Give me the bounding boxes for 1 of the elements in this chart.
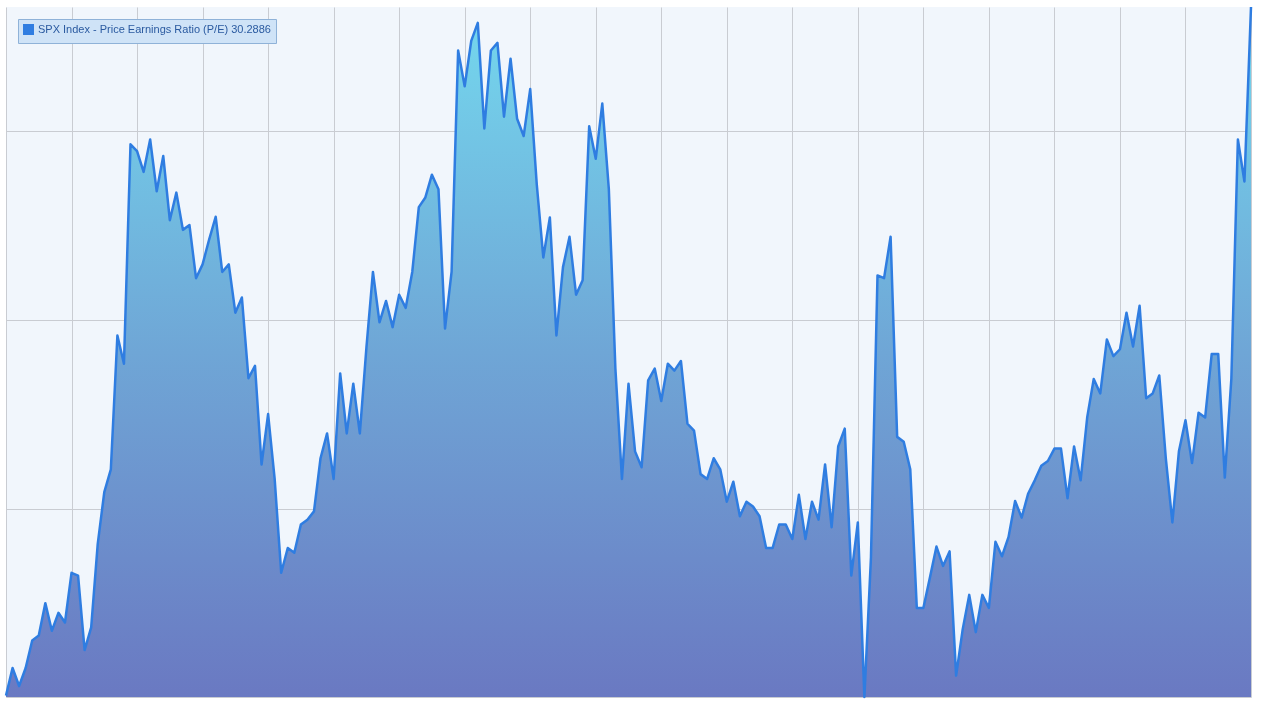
- legend-label: SPX Index - Price Earnings Ratio (P/E) 30.2886: [38, 22, 271, 35]
